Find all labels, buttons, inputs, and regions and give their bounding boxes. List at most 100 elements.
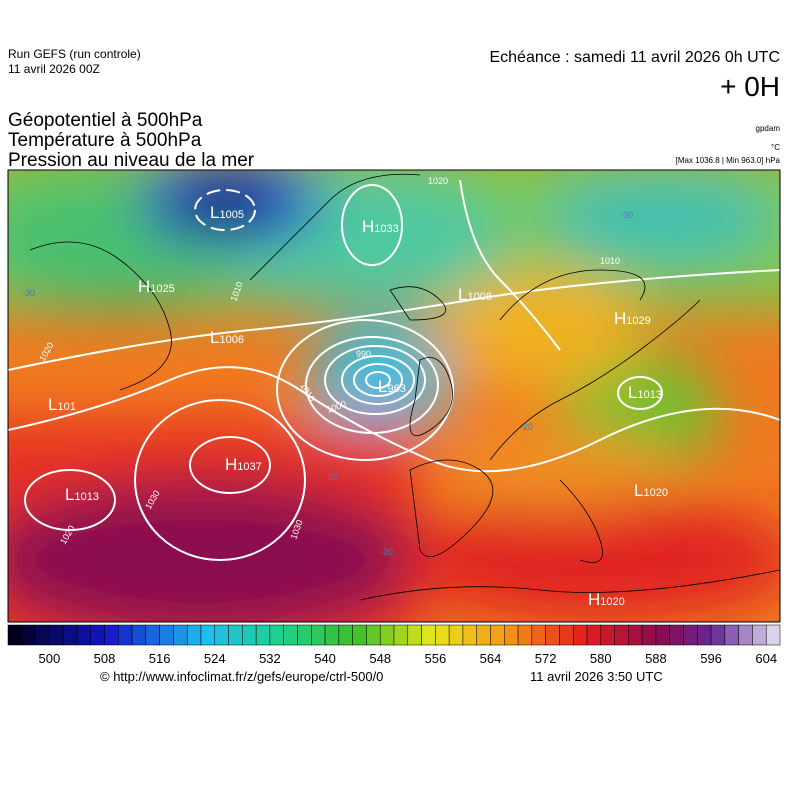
colorbar-cell (338, 624, 353, 646)
colorbar-cell (186, 624, 202, 646)
colorbar-cell (21, 624, 36, 646)
colorbar-label: 596 (700, 651, 722, 666)
colorbar-cell (214, 624, 229, 646)
colorbar-cell (462, 624, 477, 646)
colorbar-cell (545, 624, 560, 646)
colorbar-cell (242, 624, 257, 646)
colorbar-label: 500 (39, 651, 61, 666)
pressure-center: L101 (48, 395, 76, 414)
temperature-label: -30 (22, 288, 35, 298)
colorbar-cell (366, 624, 381, 646)
run-date: 11 avril 2026 00Z (8, 62, 100, 76)
run: Run GEFS (run controle) (8, 47, 141, 61)
colorbar-label: 548 (369, 651, 391, 666)
pressure-center: L1013 (65, 485, 99, 504)
colorbar-cell (49, 624, 64, 646)
colorbar-cell (255, 624, 271, 646)
colorbar-cell (752, 624, 767, 646)
colorbar-label: 508 (94, 651, 116, 666)
colorbar-cell (352, 624, 367, 646)
pressure-center: L963 (378, 377, 406, 396)
colorbar-cell (476, 624, 491, 646)
colorbar-label: 524 (204, 651, 226, 666)
pressure-center: H1037 (225, 455, 262, 474)
colorbar-cell (200, 624, 216, 646)
temperature-label: -20 (325, 472, 338, 482)
isobar-label: 990 (356, 349, 371, 359)
title: Géopotentiel à 500hPa (8, 110, 203, 131)
colorbar-cell (669, 624, 684, 646)
temperature-label: -20 (380, 547, 393, 557)
colorbar-cell (710, 624, 726, 646)
source: © http://www.infoclimat.fr/z/gefs/europe… (100, 669, 383, 684)
pressure-center: L1013 (628, 383, 662, 402)
colorbar-cell (131, 624, 147, 646)
unit: °C (771, 143, 780, 152)
colorbar-cell (504, 624, 519, 646)
colorbar-cell (724, 624, 739, 646)
pressure-center: L1020 (634, 481, 668, 500)
isobar-label: 1010 (600, 256, 620, 266)
colorbar-cell (7, 624, 23, 646)
pressure-center: H1029 (614, 309, 651, 328)
colorbar-label: 604 (755, 651, 777, 666)
colorbar: 500 508 516 524 532 540 548 556 564 572 580 588 596 6… (7, 624, 781, 666)
colorbar-cell (379, 624, 395, 646)
temperature-label: -30 (620, 210, 633, 220)
colorbar-cell (765, 624, 781, 646)
colorbar-label: 532 (259, 651, 281, 666)
colorbar-cell (448, 624, 464, 646)
colorbar-cell (421, 624, 436, 646)
colorbar-cell (269, 624, 284, 646)
colorbar-cell (600, 624, 615, 646)
generated: 11 avril 2026 3:50 UTC (530, 669, 663, 684)
pressure-center: H1025 (138, 277, 175, 296)
title: Température à 500hPa (8, 130, 202, 151)
colorbar-cell (118, 624, 133, 646)
colorbar-cell (62, 624, 78, 646)
colorbar-cell (90, 624, 105, 646)
unit: [Max 1036.8 | Min 963.0] hPa (676, 156, 781, 165)
colorbar-cell (407, 624, 422, 646)
colorbar-cell (228, 624, 243, 646)
colorbar-label: 588 (645, 651, 667, 666)
colorbar-cell (517, 624, 533, 646)
pressure-center: H1020 (588, 590, 625, 609)
isobar-label: 1020 (428, 176, 448, 186)
colorbar-cell (738, 624, 753, 646)
title: Pression au niveau de la mer (8, 150, 255, 171)
colorbar-cell (586, 624, 602, 646)
colorbar-cell (297, 624, 312, 646)
colorbar-label: 540 (314, 651, 336, 666)
colorbar-label: 572 (535, 651, 557, 666)
colorbar-cell (283, 624, 298, 646)
colorbar-cell (628, 624, 643, 646)
colorbar-cell (614, 624, 629, 646)
pressure-center: L1005 (210, 203, 244, 222)
colorbar-cell (655, 624, 670, 646)
colorbar-cell (531, 624, 546, 646)
map-frame (7, 169, 781, 623)
colorbar-label: 580 (590, 651, 612, 666)
pressure-center: L1006 (210, 328, 244, 347)
unit: gpdam (756, 124, 781, 133)
colorbar-cell (641, 624, 657, 646)
colorbar-cell (683, 624, 698, 646)
step: + 0H (720, 71, 780, 102)
colorbar-cell (173, 624, 188, 646)
map: L1005 H1033 H1025 L1008 L1006 H1029 L963… (8, 170, 780, 622)
colorbar-cell (697, 624, 712, 646)
colorbar-cell (35, 624, 50, 646)
colorbar-label: 556 (425, 651, 447, 666)
echeance: Echéance : samedi 11 avril 2026 0h UTC (489, 49, 780, 66)
colorbar-cell (104, 624, 119, 646)
colorbar-cell (76, 624, 91, 646)
colorbar-cell (324, 624, 340, 646)
colorbar-label: 516 (149, 651, 171, 666)
pressure-center: L1008 (458, 285, 492, 304)
pressure-center: H1033 (362, 217, 399, 236)
colorbar-cell (159, 624, 174, 646)
colorbar-cell (311, 624, 326, 646)
colorbar-cell (393, 624, 409, 646)
